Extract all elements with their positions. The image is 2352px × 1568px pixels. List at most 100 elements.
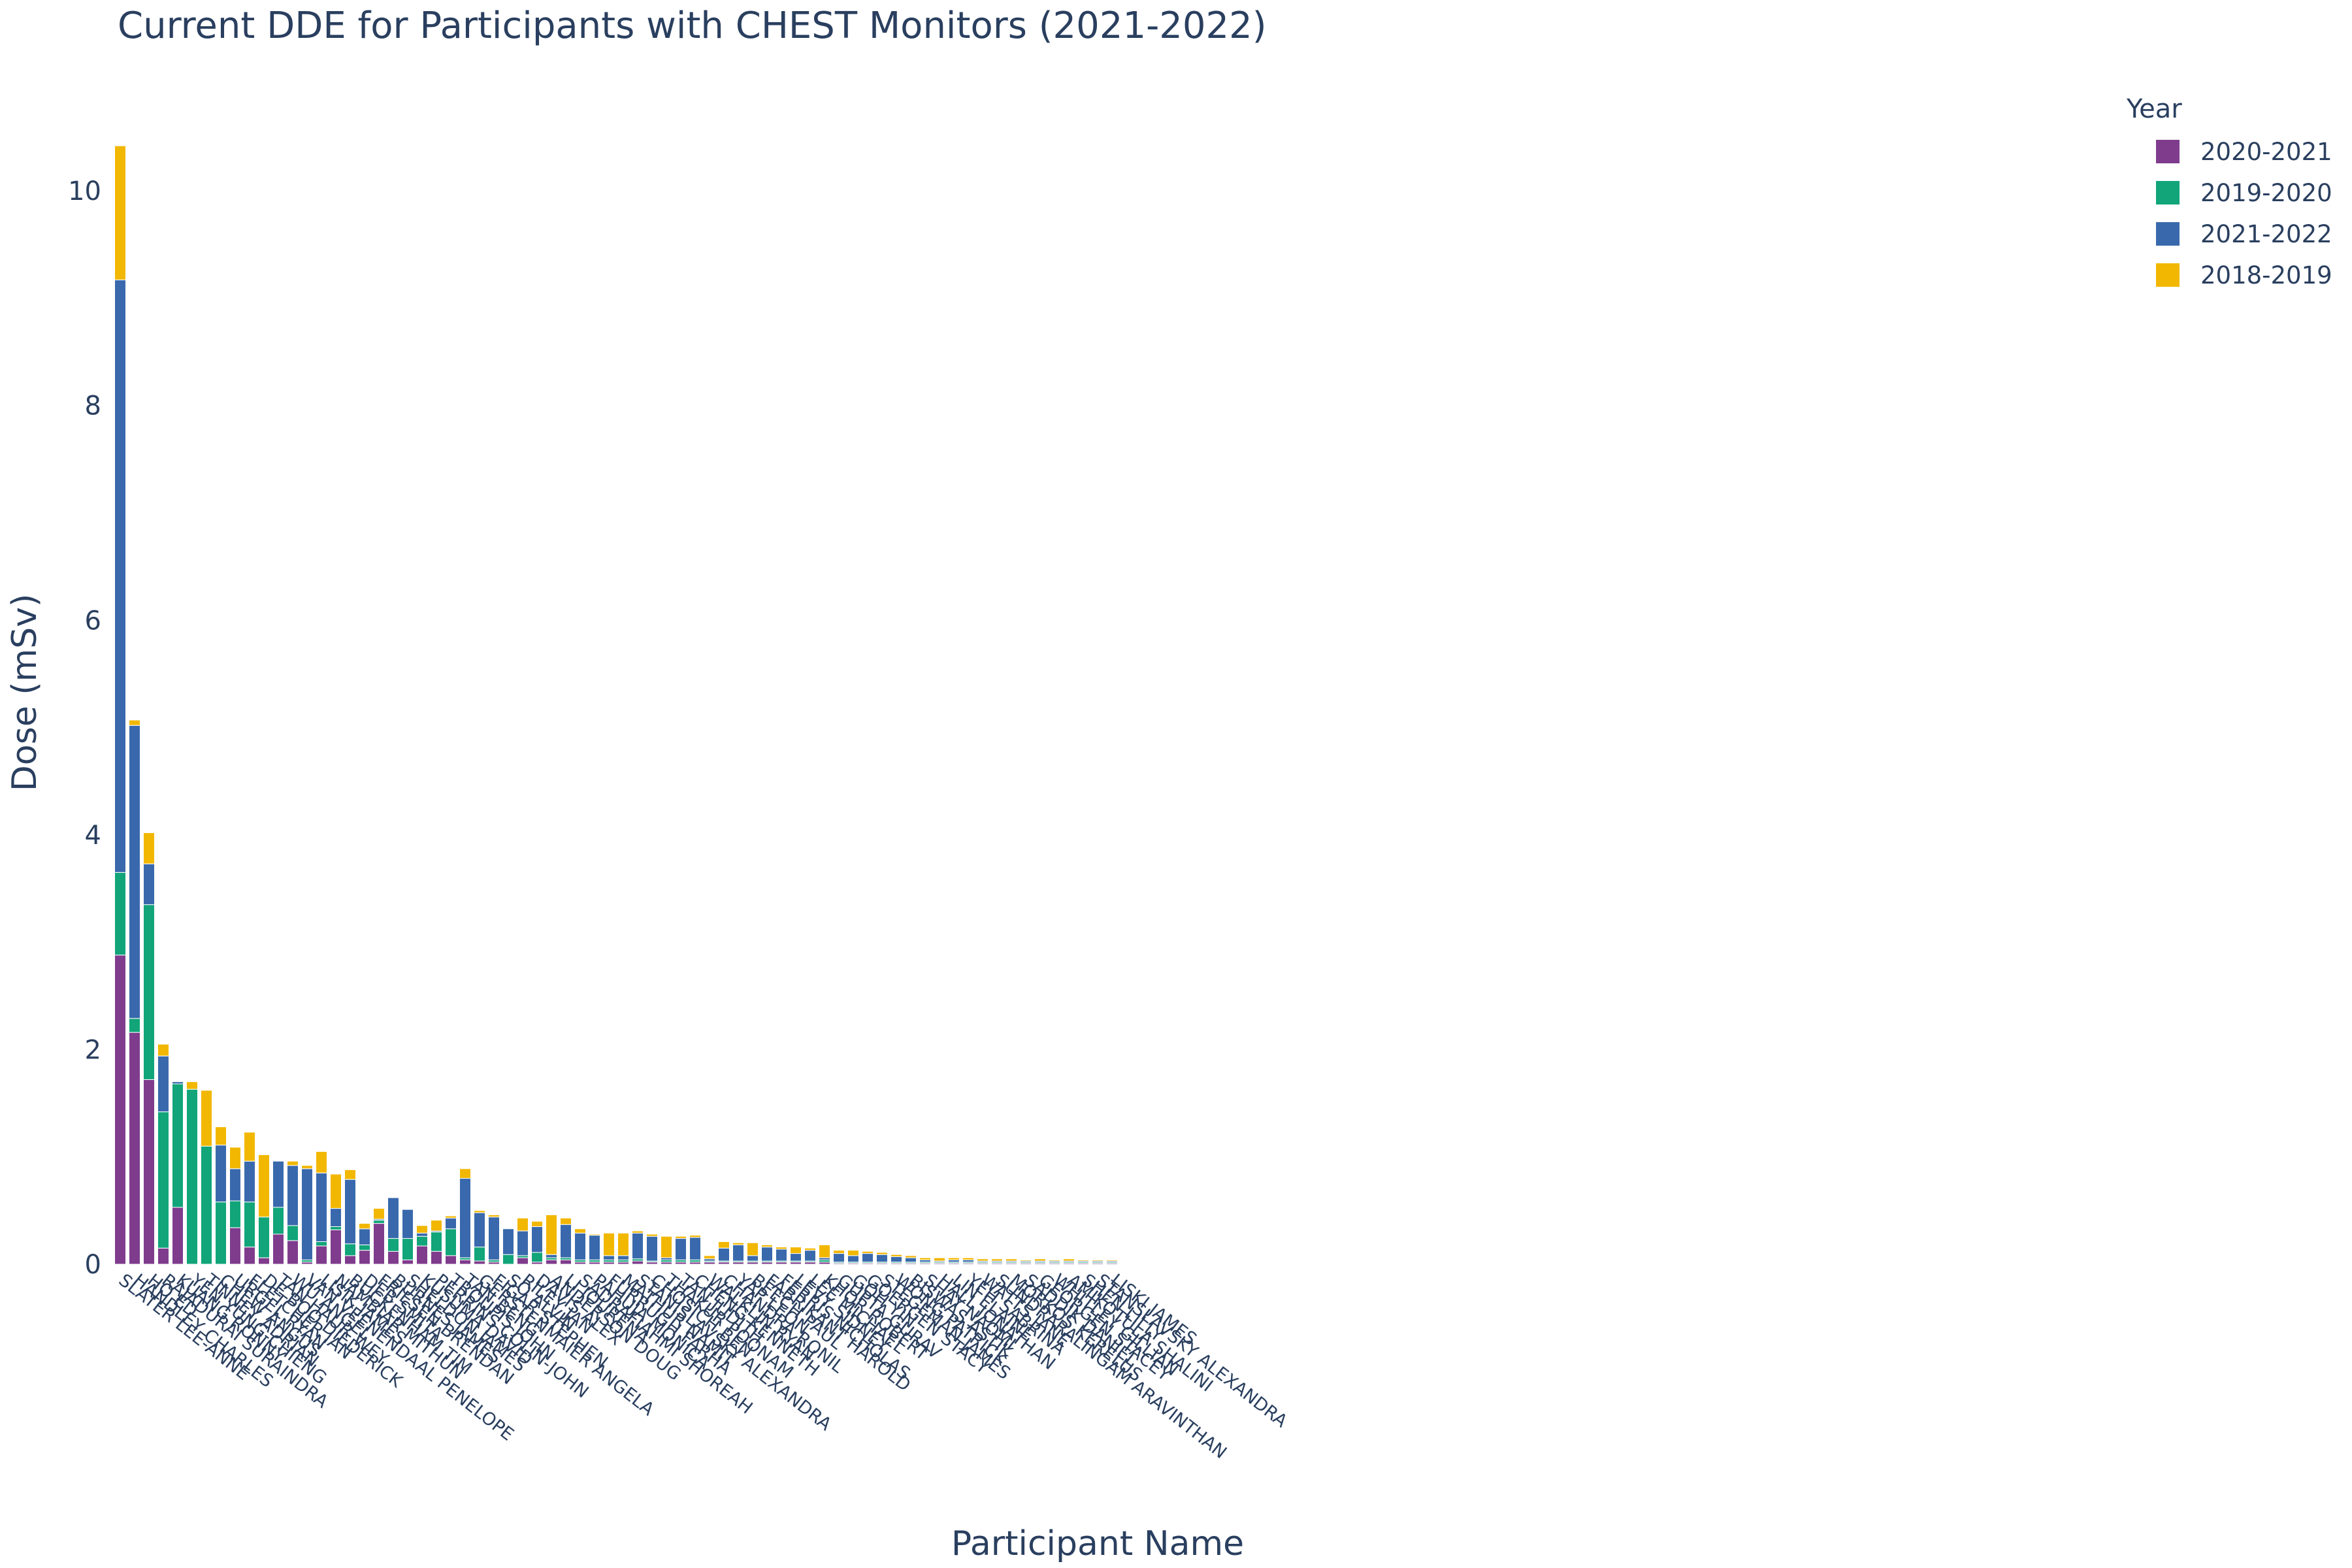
bar-segment: [905, 1255, 917, 1258]
legend-swatch: [2156, 222, 2180, 246]
bar-segment: [114, 955, 126, 1265]
bar-segment: [143, 904, 155, 1080]
bar-segment: [1005, 1258, 1017, 1262]
bar-segment: [890, 1254, 902, 1257]
bar-segment: [373, 1220, 385, 1224]
bar-segment: [876, 1252, 888, 1255]
bar-segment: [445, 1217, 457, 1230]
y-tick-label: 8: [85, 391, 101, 421]
bar-segment: [330, 1226, 342, 1230]
bar-segment: [157, 1111, 169, 1249]
bar-segment: [675, 1235, 687, 1239]
bar-segment: [387, 1197, 399, 1239]
bar-segment: [344, 1179, 356, 1245]
bar-segment: [546, 1254, 557, 1258]
bar-segment: [143, 1079, 155, 1265]
bar-segment: [948, 1257, 960, 1260]
bar-segment: [344, 1243, 356, 1256]
bar-segment: [244, 1201, 255, 1248]
bar-segment: [459, 1178, 471, 1258]
bar-segment: [632, 1232, 644, 1260]
bar-segment: [804, 1250, 816, 1262]
bar-segment: [502, 1228, 514, 1255]
bar-segment: [201, 1145, 212, 1265]
bar-segment: [416, 1245, 428, 1265]
bar-segment: [833, 1250, 845, 1254]
bar-segment: [244, 1247, 255, 1265]
bar-segment: [718, 1241, 730, 1249]
bar-segment: [431, 1220, 442, 1232]
bar-segment: [761, 1244, 773, 1248]
bar-segment: [517, 1257, 529, 1265]
bar-segment: [646, 1233, 658, 1237]
legend-entry: 2021-2022: [2200, 220, 2332, 248]
bar-segment: [143, 832, 155, 864]
bar-segment: [474, 1260, 485, 1265]
chart-title: Current DDE for Participants with CHEST …: [118, 5, 1267, 47]
bar-segment: [862, 1253, 874, 1263]
bar-segment: [344, 1255, 356, 1265]
bar-segment: [143, 863, 155, 906]
bar-segment: [416, 1225, 428, 1233]
bar-segment: [114, 145, 126, 280]
bar-segment: [229, 1147, 241, 1169]
bar-segment: [172, 1207, 184, 1265]
bar-segment: [574, 1228, 586, 1233]
bar-segment: [1077, 1259, 1089, 1262]
bar-segment: [704, 1255, 715, 1260]
bar-segment: [574, 1232, 586, 1260]
bar-segment: [387, 1250, 399, 1265]
bar-segment: [804, 1247, 816, 1251]
bar-segment: [531, 1252, 543, 1263]
bar-segment: [1034, 1258, 1046, 1262]
bar-segment: [344, 1169, 356, 1180]
bar-segment: [316, 1151, 327, 1173]
bar-segment: [502, 1254, 514, 1265]
bar-segment: [890, 1256, 902, 1263]
bar-segment: [459, 1168, 471, 1179]
bar-segment: [301, 1165, 313, 1169]
bar-segment: [258, 1257, 270, 1265]
bar-segment: [459, 1259, 471, 1265]
bar-segment: [1092, 1259, 1103, 1262]
bar-segment: [474, 1210, 485, 1213]
bar-segment: [1049, 1259, 1060, 1262]
bar-segment: [445, 1228, 457, 1256]
bar-segment: [747, 1255, 759, 1262]
bar-segment: [589, 1235, 600, 1260]
bar-segment: [272, 1233, 284, 1265]
bar-segment: [359, 1244, 370, 1251]
bar-segment: [776, 1249, 787, 1262]
bar-segment: [546, 1214, 557, 1255]
y-axis-title: Dose (mSv): [5, 594, 44, 791]
y-tick-label: 2: [85, 1035, 101, 1065]
bar-segment: [330, 1229, 342, 1265]
bar-segment: [229, 1200, 241, 1228]
bars-group: [114, 145, 1118, 1265]
bar-segment: [617, 1255, 629, 1260]
legend-swatch: [2156, 140, 2180, 163]
y-tick-label: 4: [85, 821, 101, 851]
bar-segment: [186, 1088, 198, 1265]
bar-segment: [819, 1244, 830, 1258]
legend-title: Year: [2126, 94, 2182, 124]
bar-segment: [287, 1165, 299, 1226]
bar-segment: [661, 1235, 672, 1258]
bar-segment: [876, 1254, 888, 1263]
bar-segment: [287, 1225, 299, 1241]
bar-segment: [934, 1257, 945, 1262]
bar-segment: [229, 1168, 241, 1201]
bar-segment: [617, 1232, 629, 1256]
bar-segment: [359, 1250, 370, 1265]
bar-segment: [991, 1258, 1003, 1262]
bar-segment: [833, 1253, 845, 1263]
bar-segment: [258, 1217, 270, 1258]
bar-segment: [776, 1247, 787, 1250]
y-axis-ticks: 0 2 4 6 8 10: [68, 176, 101, 1280]
bar-segment: [114, 280, 126, 873]
bar-segment: [790, 1247, 802, 1254]
bar-segment: [129, 1032, 140, 1265]
bar-segment: [560, 1259, 572, 1265]
bar-segment: [287, 1160, 299, 1166]
